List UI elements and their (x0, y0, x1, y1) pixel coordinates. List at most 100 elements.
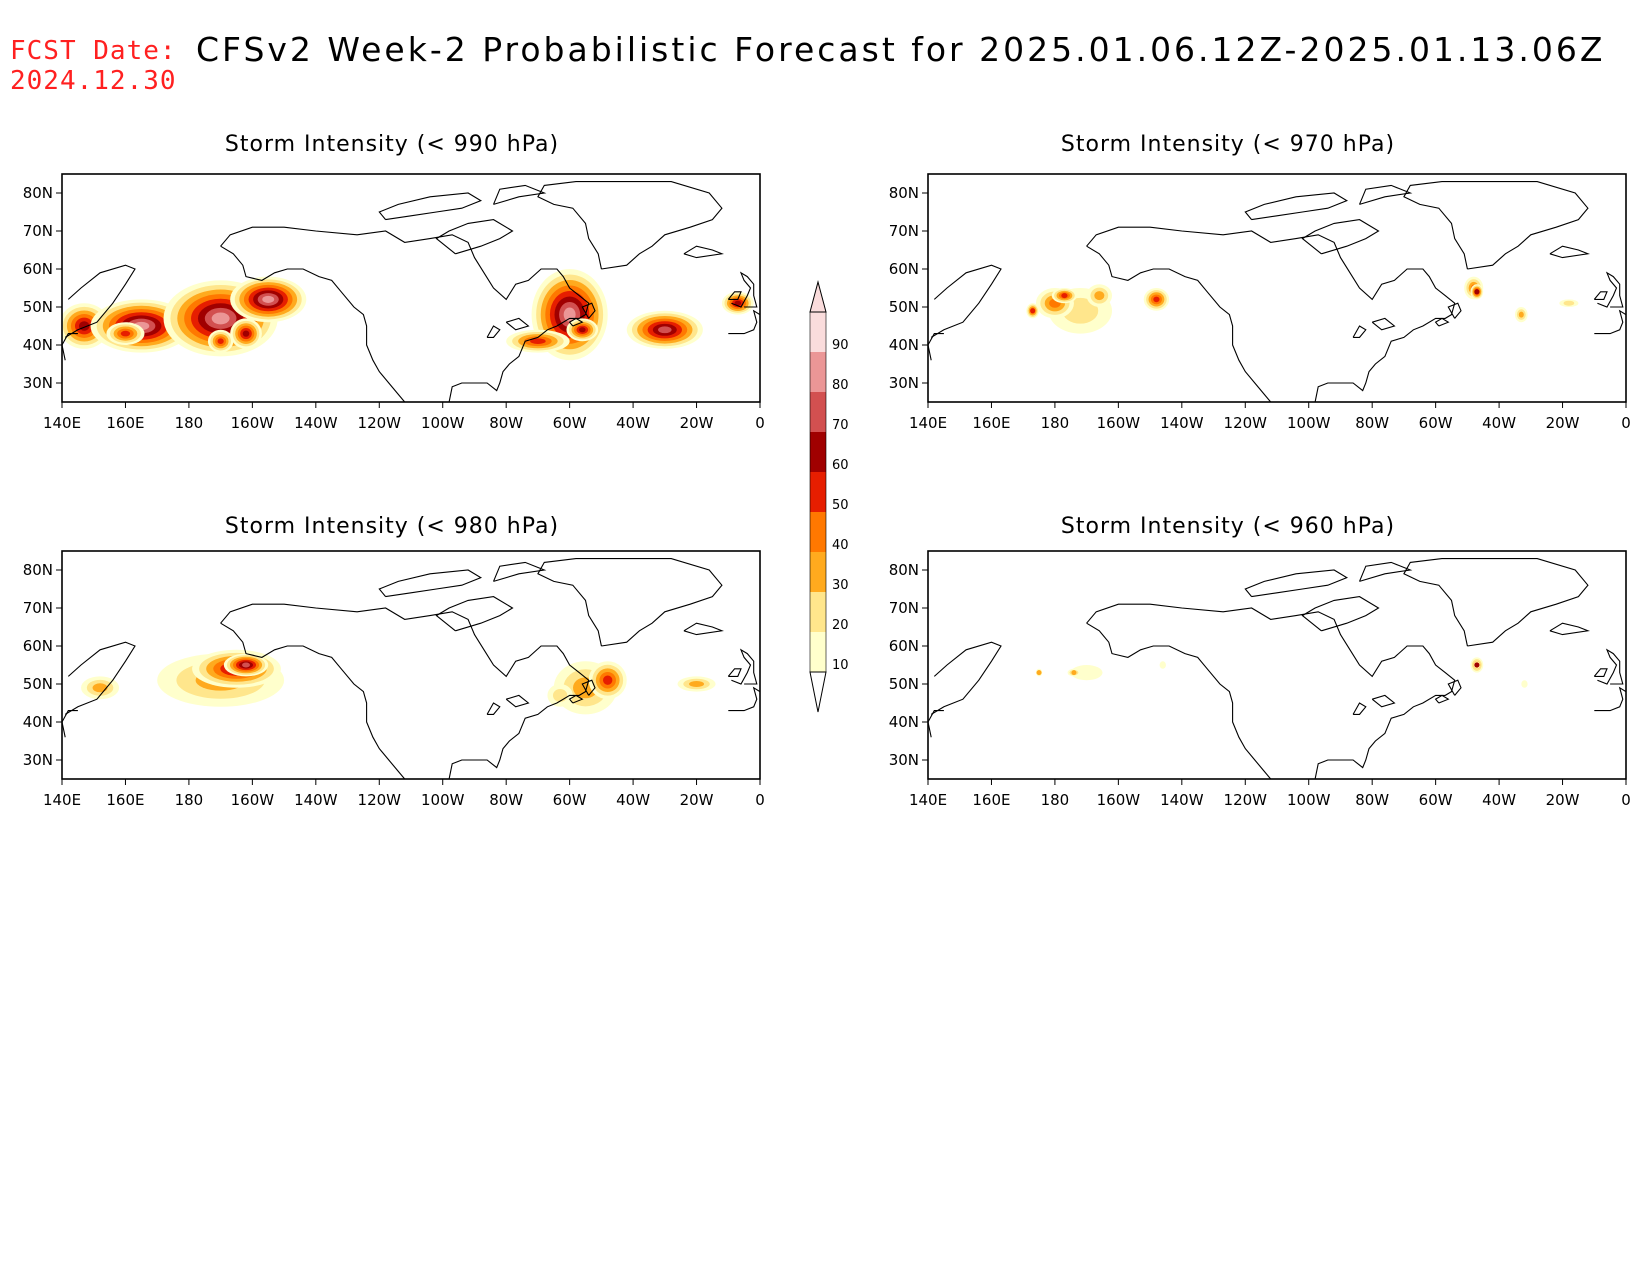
fcst-label-text: FCST Date: (10, 36, 177, 66)
probability-contour (689, 681, 705, 687)
lon-tick-label: 0 (1621, 791, 1631, 809)
lon-tick-label: 140W (1160, 414, 1204, 432)
coastlines (928, 558, 1626, 779)
lon-tick-label: 80W (489, 414, 523, 432)
coastline (1403, 558, 1589, 647)
coastline (1358, 561, 1413, 582)
coastline (728, 309, 760, 335)
colorbar-tick-label: 20 (832, 618, 849, 633)
lat-tick-label: 60N (23, 637, 53, 655)
lon-tick-label: 80W (1355, 791, 1389, 809)
lon-tick-label: 140W (294, 791, 338, 809)
colorbar-tick-label: 40 (832, 538, 849, 553)
colorbar-tick-label: 60 (832, 458, 849, 473)
colorbar-frame (809, 311, 827, 673)
coastline (930, 264, 1002, 338)
map-panel-990: 140E 160E 180 160W 140W 120W 100W 80W 60W 40W 20W 0… (23, 173, 765, 432)
colorbar-bin (810, 352, 826, 392)
coastline (683, 245, 724, 259)
coastline (928, 710, 944, 738)
lon-tick-label: 140E (43, 414, 81, 432)
coastline (378, 192, 483, 221)
lon-tick-label: 60W (553, 791, 587, 809)
colorbar-top-arrow (809, 280, 827, 313)
map-frame (927, 173, 1627, 403)
lon-tick-label: 160W (231, 414, 275, 432)
coastlines (62, 558, 760, 779)
lat-tick-label: 40N (23, 713, 53, 731)
colorbar-bin (810, 472, 826, 512)
coastlines (62, 181, 760, 402)
coastline (928, 333, 944, 361)
coastline (1301, 596, 1380, 632)
coastline (1597, 648, 1624, 685)
probability-contour (242, 330, 250, 337)
probability-contour (242, 662, 250, 668)
coastline (683, 622, 724, 636)
probability-field (1026, 276, 1579, 334)
lon-tick-label: 160E (106, 414, 144, 432)
lat-tick-label: 40N (889, 713, 919, 731)
lat-tick-label: 80N (23, 561, 53, 579)
lon-tick-label: 60W (1419, 414, 1453, 432)
coastline (435, 596, 514, 632)
map-frame (927, 550, 1627, 780)
lon-tick-label: 120W (358, 414, 402, 432)
map-panel-960: 140E 160E 180 160W 140W 120W 100W 80W 60W 40W 20W 0… (889, 550, 1631, 809)
lon-tick-label: 60W (1419, 791, 1453, 809)
probability-contour (1474, 662, 1480, 668)
lon-tick-label: 160E (106, 791, 144, 809)
coastline (581, 302, 596, 319)
probability-contour (120, 330, 131, 337)
probability-contour (217, 338, 224, 344)
coastline (1086, 245, 1272, 402)
coastline (486, 325, 501, 338)
coastline (1244, 192, 1349, 221)
coastline (505, 317, 530, 331)
probability-contour (1518, 311, 1524, 318)
coastline (220, 226, 590, 402)
forecast-date-label: FCST Date: 2024.12.30 (10, 36, 177, 96)
colorbar-bin (810, 632, 826, 672)
lon-tick-label: 140W (294, 414, 338, 432)
map-frame (61, 173, 761, 403)
lat-tick-label: 50N (889, 675, 919, 693)
coastline (727, 291, 742, 300)
lat-tick-label: 70N (23, 222, 53, 240)
lon-tick-label: 60W (553, 414, 587, 432)
lat-tick-label: 50N (23, 298, 53, 316)
probability-contour (1094, 291, 1105, 301)
fcst-date-value: 2024.12.30 (10, 66, 177, 96)
coastline (1352, 702, 1367, 715)
lon-tick-label: 20W (680, 414, 714, 432)
map-panel-970: 140E 160E 180 160W 140W 120W 100W 80W 60W 40W 20W 0… (889, 173, 1631, 432)
map-panel-980: 140E 160E 180 160W 140W 120W 100W 80W 60W 40W 20W 0… (23, 550, 765, 809)
probability-contour (530, 338, 546, 344)
coastline (486, 702, 501, 715)
coastline (220, 622, 406, 779)
panel-title-960: Storm Intensity (< 960 hPa) (1060, 514, 1396, 539)
lat-tick-label: 70N (23, 599, 53, 617)
probability-contour (1071, 670, 1077, 676)
coastline (505, 694, 530, 708)
lon-tick-label: 100W (421, 414, 465, 432)
lat-tick-label: 80N (889, 561, 919, 579)
coastline (62, 333, 78, 361)
coastline (1358, 184, 1413, 205)
coastline (492, 561, 547, 582)
colorbar-tick-label: 80 (832, 378, 849, 393)
colorbar-bottom-arrow (809, 671, 827, 713)
lon-tick-label: 160E (972, 414, 1010, 432)
colorbar-bin (810, 432, 826, 472)
lon-tick-label: 0 (755, 791, 765, 809)
probability-contour (1159, 661, 1166, 669)
lon-tick-label: 120W (358, 791, 402, 809)
lon-tick-label: 140E (909, 791, 947, 809)
coastline (1371, 694, 1396, 708)
coastlines (928, 181, 1626, 402)
probability-field (81, 649, 716, 715)
probability-contour (603, 675, 613, 685)
lon-tick-label: 120W (1224, 791, 1268, 809)
coastline (581, 679, 596, 696)
coastline (728, 686, 760, 712)
